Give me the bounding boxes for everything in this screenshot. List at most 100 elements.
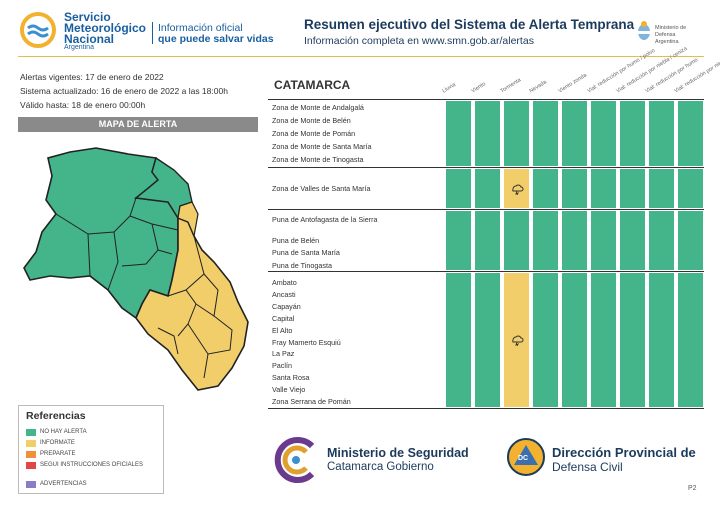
alert-cell [649,101,674,166]
alert-cell [678,169,703,208]
alert-cell [533,101,558,166]
page-subtitle: Información completa en www.smn.gob.ar/a… [304,35,534,47]
alert-cell [533,169,558,208]
map-region-no-alert-east [134,156,193,220]
alert-cell [562,211,587,270]
alert-cell [475,169,500,208]
group-separator [268,167,704,168]
system-updated: Sistema actualizado: 16 de enero de 2022… [20,86,228,96]
zone-name: La Paz [272,349,295,359]
page-number: P2 [688,485,697,492]
zone-name: Zona de Valles de Santa María [272,183,371,193]
zone-name: Fray Mamerto Esquiú [272,337,341,347]
zone-name: Ancasti [272,289,296,299]
zone-name: Zona de Monte de Santa María [272,141,372,151]
storm-icon [512,335,524,346]
zone-name: Paclín [272,361,292,371]
alert-cell-tormenta [504,211,529,270]
ref-label: INFORMATE [40,440,75,446]
alert-cell [649,273,674,407]
ref-preparate: PREPARATE [26,450,75,458]
seguridad-logo-icon [274,437,315,483]
alert-cell [446,211,471,270]
province-name: CATAMARCA [274,78,351,92]
org-line-3: Nacional [64,32,115,46]
references-box: Referencias NO HAY ALERTA INFORMATE PREP… [18,405,164,494]
zone-name: Zona de Monte de Andalgalá [272,102,364,112]
storm-icon [512,184,524,195]
alert-cell [678,211,703,270]
header: Servicio Meteorológico Nacional Argentin… [0,0,720,56]
references-title: Referencias [26,410,86,422]
department-borders [55,197,233,379]
zone-name: Puna de Tinogasta [272,260,332,270]
alert-cell [591,211,616,270]
group-separator [268,408,704,409]
alert-cell [446,273,471,407]
alert-cell [678,101,703,166]
header-separator [268,99,704,100]
alert-cell [591,101,616,166]
alert-cell [591,169,616,208]
page-title: Resumen ejecutivo del Sistema de Alerta … [304,17,635,32]
ref-swatch-green [26,428,36,436]
alert-cell [475,101,500,166]
alert-cell [620,169,645,208]
slogan-line-1: Información oficial [158,22,243,34]
alert-cell [562,169,587,208]
ref-swatch-orange [26,450,36,458]
ref-advertencias: ADVERTENCIAS [26,480,87,488]
org-country: Argentina [64,44,94,51]
slogan-line-2: que puede salvar vidas [158,33,274,45]
zone-name: Ambato [272,278,297,287]
zone-name: Puna de Antofagasta de la Sierra [272,215,378,224]
alert-cell [562,273,587,407]
defensa-civil-title: Dirección Provincial de [552,445,696,460]
ref-segui: SEGUI INSTRUCCIONES OFICIALES [26,461,143,469]
map-region-informate [135,216,249,391]
ref-informate: INFORMATE [26,439,75,447]
ref-label: SEGUI INSTRUCCIONES OFICIALES [40,462,144,468]
alert-cell [620,211,645,270]
ref-swatch-yellow [26,439,36,447]
alert-cell [475,273,500,407]
zone-name: Capayán [272,301,301,311]
org-name: Servicio Meteorológico Nacional [64,11,147,46]
header-divider [152,22,153,44]
smn-logo-icon [20,12,56,48]
alert-cell [475,211,500,270]
map-title: MAPA DE ALERTA [18,117,258,132]
defensa-civil-subtitle: Defensa Civil [552,460,623,474]
zone-name: Santa Rosa [272,373,310,383]
org-line-2: Meteorológico [64,21,147,35]
alert-cell [533,211,558,270]
alert-cell [562,101,587,166]
ref-label: PREPARATE [40,451,76,457]
header-rule [18,56,704,57]
alert-cell-tormenta [504,169,529,208]
zone-name: Valle Viejo [272,385,306,395]
alert-cell-tormenta [504,101,529,166]
ref-label: NO HAY ALERTA [40,429,87,435]
zone-name: Puna de Belén [272,235,320,245]
group-separator [268,209,704,210]
zone-name: Puna de Santa María [272,248,340,257]
valid-until: Válido hasta: 18 de enero 00:00h [20,100,146,110]
alert-cell [649,211,674,270]
alert-cell [678,273,703,407]
alerts-valid-date: Alertas vigentes: 17 de enero de 2022 [20,72,164,82]
ref-swatch-purple [26,480,36,488]
alert-cell [591,273,616,407]
alert-cell [649,169,674,208]
ref-label: ADVERTENCIAS [40,481,87,487]
defensa-civil-logo: DC [506,437,546,477]
zone-name: Zona de Monte de Pomán [272,128,356,138]
alert-map [23,147,249,391]
zone-name: Zona Serrana de Pomán [272,397,351,406]
zone-name: Zona de Monte de Tinogasta [272,154,364,164]
alert-cell [446,169,471,208]
alert-cell-tormenta [504,273,529,407]
zone-name: Zona de Monte de Belén [272,115,351,125]
ref-swatch-red [26,461,36,469]
alert-cell [620,273,645,407]
